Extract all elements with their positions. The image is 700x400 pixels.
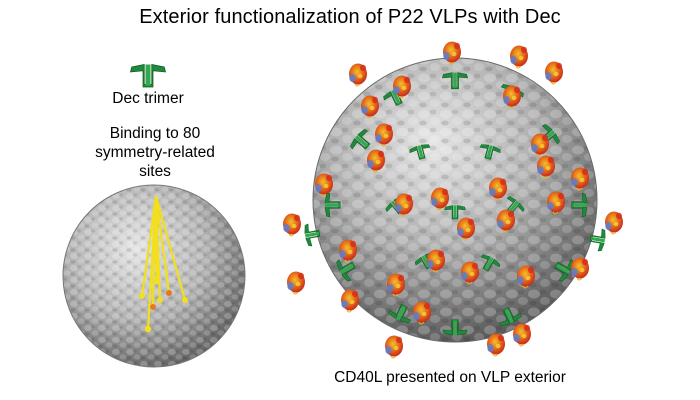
dec-trimer-label: Dec trimer [112,90,184,107]
binding-label-line-1: Binding to 80 [109,125,201,142]
binding-label: Binding to 80 symmetry-related sites [70,124,240,181]
binding-label-line-2: symmetry-related [95,144,215,161]
binding-label-line-3: sites [139,163,171,180]
binding-site-markers [139,195,188,333]
dec-trimer-icon [129,63,167,88]
figure-title: Exterior functionalization of P22 VLPs w… [139,6,561,28]
cd40l-label: CD40L presented on VLP exterior [334,369,566,386]
